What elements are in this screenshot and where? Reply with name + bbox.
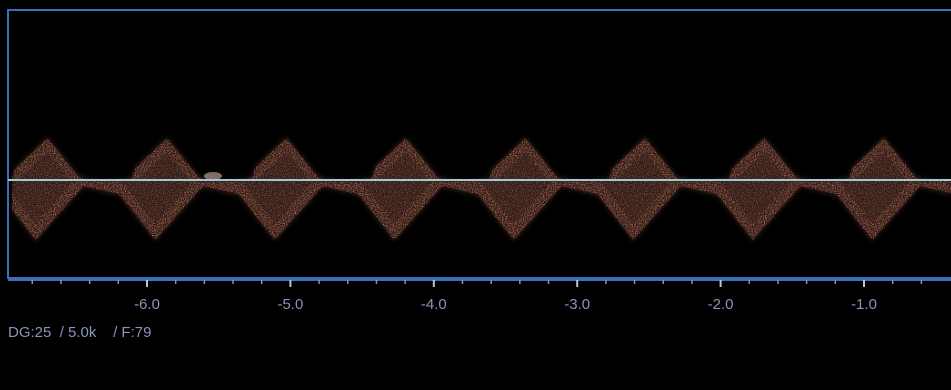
- signal-bright-spot: [204, 172, 222, 180]
- axis-tick-label: -6.0: [134, 296, 160, 313]
- gain-readout: DG:25: [8, 324, 52, 341]
- axis-tick-label: -5.0: [277, 296, 303, 313]
- spectral-signal: [12, 138, 951, 240]
- axis-tick-label: -3.0: [564, 296, 590, 313]
- filter-readout: / F:79: [113, 324, 152, 341]
- acquisition-settings: DG:25 / 5.0k / F:79: [8, 324, 151, 341]
- prf-readout: / 5.0k: [59, 324, 97, 341]
- axis-tick-label: -1.0: [851, 296, 877, 313]
- axis-tick-label: -4.0: [421, 296, 447, 313]
- spectral-window-frame: [7, 9, 951, 279]
- time-axis: -6.0 -5.0 -4.0 -3.0 -2.0 -1.0: [8, 279, 951, 313]
- spectral-signal-core: [204, 172, 222, 180]
- signal-band: [12, 138, 951, 240]
- axis-tick-label: -2.0: [708, 296, 734, 313]
